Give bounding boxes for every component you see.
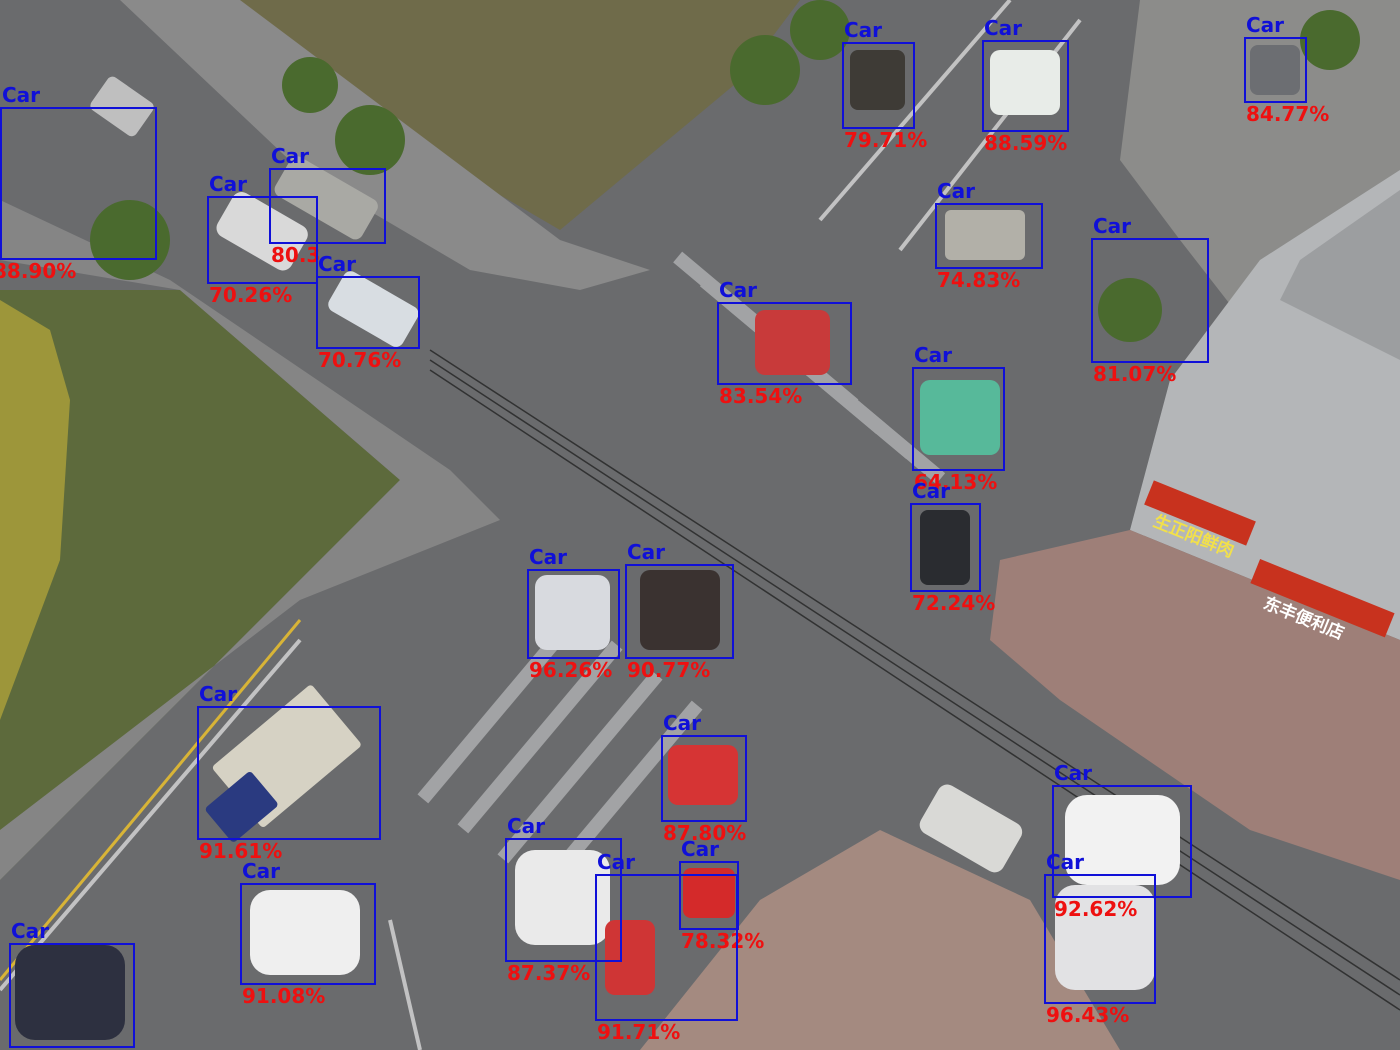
detection-box: Car 70.76% [316,252,420,372]
detection-score: 87.37% [507,961,591,985]
detection-class-label: Car [719,278,758,302]
detection-box: Car 96.43% [1044,850,1156,1027]
detection-box: Car 96.26% [527,545,620,682]
detection-box: Car 91.71% [595,850,738,1044]
detection-score: 70.76% [318,348,402,372]
detection-class-label: Car [984,16,1023,40]
detection-class-label: Car [2,83,41,107]
detection-score: 88.59% [984,131,1068,155]
detection-class-label: Car [1046,850,1085,874]
detection-class-label: Car [597,850,636,874]
detection-class-label: Car [318,252,357,276]
detection-class-label: Car [1054,761,1093,785]
detection-box: Car 90.77% [625,540,734,682]
detection-box: Car 91.08% [240,859,376,1008]
grass-field-top [240,0,800,230]
detection-class-label: Car [1246,13,1285,37]
detection-class-label: Car [681,837,720,861]
detection-score: 96.43% [1046,1003,1130,1027]
plaza-bottom [640,830,1120,1050]
vehicles [15,45,1300,1040]
detection-score: 83.54% [719,384,803,408]
detection-box: Car 78.32% [679,837,764,953]
plaza-bottomright [990,530,1400,880]
detection-score: 91.08% [242,984,326,1008]
detection-box: Car [9,919,135,1048]
detection-score: 88.90% [0,259,77,283]
detection-box: Car 64.13% [912,343,1005,494]
trees [90,0,1360,342]
detection-class-label: Car [912,479,951,503]
detection-score: 80.3 [271,243,321,267]
detection-score: 96.26% [529,658,613,682]
yellow-hedge [0,300,70,720]
detection-class-label: Car [1093,214,1132,238]
detection-box: Car 72.24% [910,479,995,615]
detection-class-label: Car [199,682,238,706]
detection-score: 79.71% [844,128,928,152]
detection-class-label: Car [529,545,568,569]
detection-box: Car 83.54% [717,278,852,408]
detection-class-label: Car [627,540,666,564]
detection-score: 90.77% [627,658,711,682]
detection-class-label: Car [242,859,281,883]
detection-class-label: Car [209,172,248,196]
detection-box: Car 79.71% [842,18,927,152]
detection-class-label: Car [507,814,546,838]
detection-score: 70.26% [209,283,293,307]
detection-box: Car 88.90% [0,83,157,283]
detection-class-label: Car [11,919,50,943]
detection-class-label: Car [844,18,883,42]
detection-score: 91.61% [199,839,283,863]
detection-score: 91.71% [597,1020,681,1044]
detection-score: 74.83% [937,268,1021,292]
detection-box: Car 84.77% [1244,13,1329,126]
detection-score: 81.07% [1093,362,1177,386]
grass-park-left [0,290,400,880]
detection-box: Car 92.62% [1052,761,1192,921]
detection-class-label: Car [914,343,953,367]
detection-box: Car 87.80% [661,711,747,845]
detection-box: Car 88.59% [982,16,1069,155]
detection-score: 92.62% [1054,897,1138,921]
detection-score: 64.13% [914,470,998,494]
detection-score: 78.32% [681,929,765,953]
detection-box: Car 87.37% [505,814,622,985]
detection-box: Car 74.83% [935,179,1043,292]
detection-score: 72.24% [912,591,996,615]
detection-class-label: Car [937,179,976,203]
detection-box: Car 80.3 [269,144,386,267]
detection-class-label: Car [271,144,310,168]
detection-score: 84.77% [1246,102,1330,126]
detection-box: Car 91.61% [197,682,381,863]
detection-score: 87.80% [663,821,747,845]
detection-class-label: Car [663,711,702,735]
detection-box: Car 70.26% [207,172,318,307]
detection-box: Car 81.07% [1091,214,1209,386]
